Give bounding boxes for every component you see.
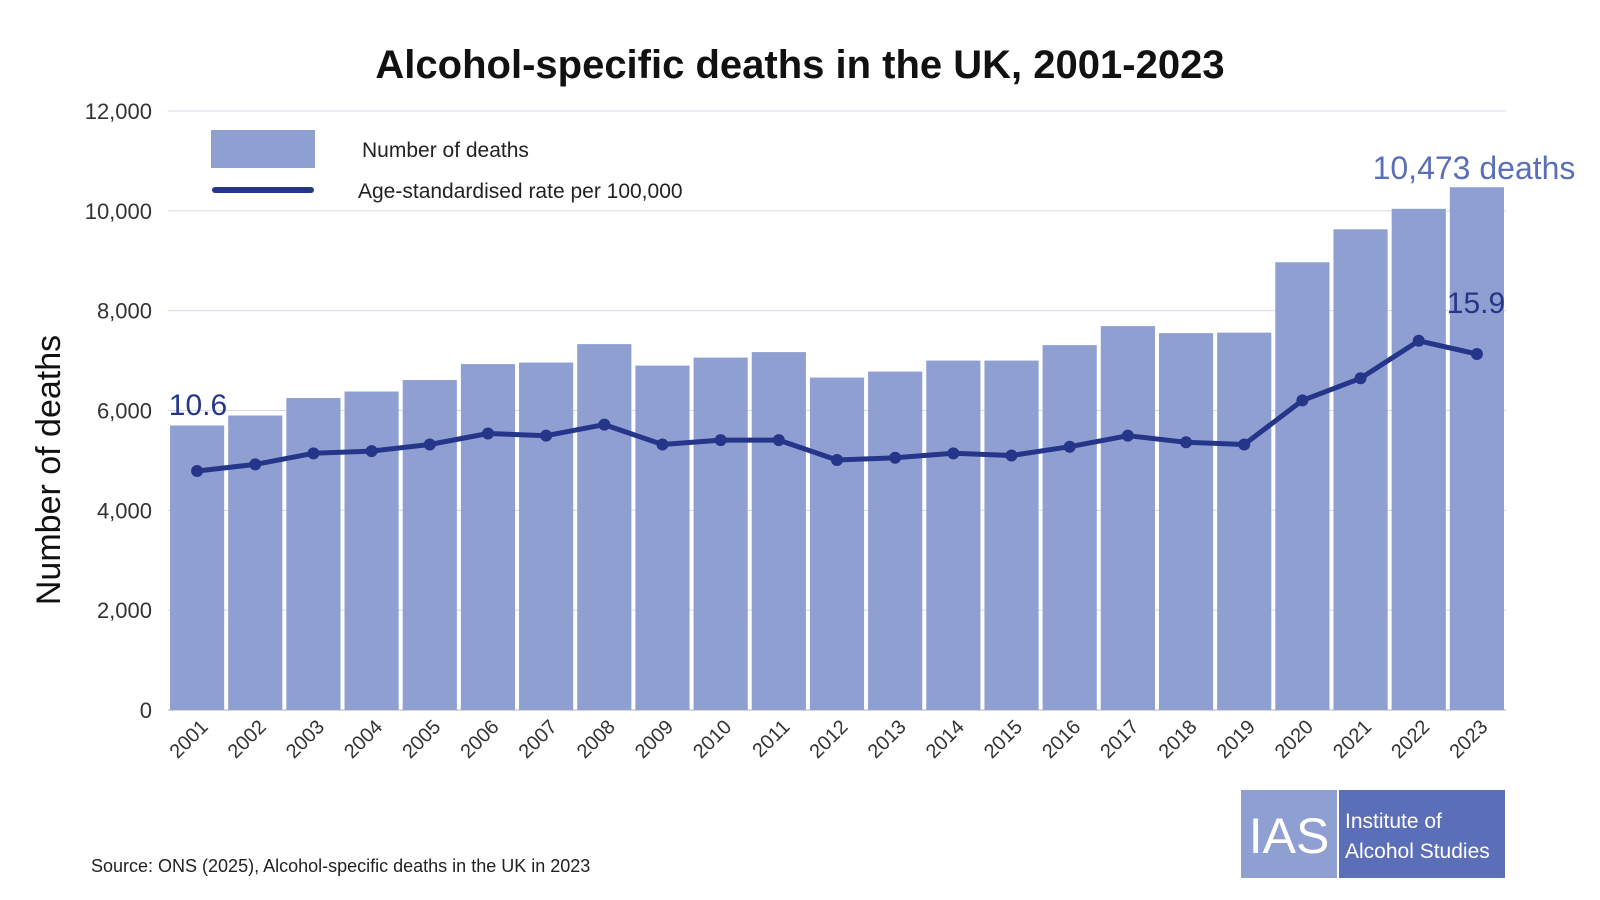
x-tick-label: 2002 <box>224 716 271 763</box>
x-tick-label: 2001 <box>166 716 213 763</box>
x-tick-label: 2019 <box>1213 716 1260 763</box>
rate-point-2016 <box>1063 440 1076 453</box>
ias-logo: IAS Institute of Alcohol Studies <box>1241 790 1505 878</box>
rate-point-2013 <box>889 451 902 464</box>
logo-abbr: IAS <box>1249 808 1330 864</box>
annotation-first-rate: 10.6 <box>169 389 227 422</box>
source-note: Source: ONS (2025), Alcohol-specific dea… <box>91 856 590 876</box>
x-tick-label: 2008 <box>573 716 620 763</box>
annotation-last-deaths: 10,473 deaths <box>1373 150 1576 186</box>
rate-point-2007 <box>540 429 553 442</box>
bar-2005 <box>402 380 457 710</box>
annotation-last-rate: 15.9 <box>1447 287 1505 320</box>
rate-point-2019 <box>1238 438 1251 451</box>
bar-2017 <box>1100 326 1155 710</box>
x-tick-label: 2004 <box>340 716 387 763</box>
rate-point-2014 <box>947 447 960 460</box>
y-tick-label: 12,000 <box>85 99 152 124</box>
x-tick-label: 2013 <box>864 716 911 763</box>
rate-point-2022 <box>1412 334 1425 347</box>
bar-2003 <box>286 398 341 710</box>
x-tick-label: 2014 <box>922 716 969 763</box>
x-tick-label: 2022 <box>1387 716 1434 763</box>
bar-2008 <box>577 344 632 710</box>
x-tick-label: 2011 <box>748 716 794 762</box>
rate-point-2012 <box>831 453 843 466</box>
rate-point-2009 <box>656 438 669 451</box>
rate-point-2002 <box>249 458 262 471</box>
bar-2022 <box>1391 208 1446 710</box>
legend-label-rate: Age-standardised rate per 100,000 <box>358 180 683 203</box>
x-tick-label: 2018 <box>1155 716 1202 763</box>
y-tick-label: 6,000 <box>97 399 152 424</box>
rate-point-2015 <box>1005 449 1018 462</box>
y-axis-ticks: 0 2,000 4,000 6,000 8,000 10,000 12,000 <box>85 99 152 723</box>
logo-line1: Institute of <box>1345 810 1442 833</box>
bar-2013 <box>868 371 923 710</box>
y-tick-label: 10,000 <box>85 199 152 224</box>
y-tick-label: 4,000 <box>97 498 152 523</box>
logo-left-block <box>1241 790 1337 878</box>
legend: Number of deaths Age-standardised rate p… <box>211 130 683 203</box>
rate-point-2021 <box>1354 372 1367 385</box>
bar-2009 <box>635 365 690 710</box>
bar-2023 <box>1449 187 1504 710</box>
bar-2011 <box>751 352 806 710</box>
rate-point-2003 <box>307 447 320 460</box>
legend-swatch-deaths <box>211 130 315 168</box>
y-tick-label: 0 <box>140 698 152 723</box>
bar-2012 <box>809 377 865 710</box>
bar-2004 <box>344 391 399 710</box>
bar-2010 <box>693 357 748 710</box>
rate-line <box>191 334 1483 477</box>
rate-point-2004 <box>365 445 378 458</box>
x-tick-label: 2012 <box>806 716 853 763</box>
bar-2016 <box>1042 345 1097 710</box>
x-tick-label: 2020 <box>1271 716 1318 763</box>
y-axis-label: Number of deaths <box>30 335 68 605</box>
rate-point-2018 <box>1180 436 1193 449</box>
bar-2019 <box>1217 332 1272 710</box>
rate-point-2005 <box>423 438 436 451</box>
rate-point-2023 <box>1470 348 1483 360</box>
x-tick-label: 2015 <box>980 716 1027 763</box>
bar-2014 <box>926 360 981 710</box>
logo-right-block <box>1339 790 1505 878</box>
x-tick-label: 2021 <box>1329 716 1376 763</box>
rate-point-2001 <box>191 465 204 477</box>
legend-label-deaths: Number of deaths <box>362 139 529 162</box>
x-tick-label: 2006 <box>456 716 503 763</box>
x-tick-label: 2023 <box>1445 716 1492 763</box>
bar-2020 <box>1275 262 1330 710</box>
x-tick-label: 2016 <box>1038 716 1085 763</box>
x-tick-label: 2005 <box>398 716 445 763</box>
rate-point-2010 <box>714 434 727 447</box>
bar-2006 <box>460 364 516 710</box>
x-axis-ticks: 2001 2002 2003 2004 2005 2006 2007 2008 2009 2010… <box>166 716 1493 763</box>
bar-2007 <box>519 362 574 710</box>
y-tick-label: 8,000 <box>97 299 152 324</box>
rate-point-2008 <box>598 418 611 431</box>
rate-point-2020 <box>1296 394 1309 407</box>
bar-2021 <box>1333 229 1388 711</box>
rate-point-2017 <box>1121 429 1134 442</box>
logo-line2: Alcohol Studies <box>1345 840 1490 863</box>
bar-2015 <box>984 360 1039 710</box>
y-tick-label: 2,000 <box>97 598 152 623</box>
rate-point-2006 <box>481 427 494 440</box>
x-tick-label: 2009 <box>631 716 678 763</box>
bar-2018 <box>1158 333 1214 710</box>
x-tick-label: 2003 <box>282 716 329 763</box>
rate-point-2011 <box>772 434 785 447</box>
x-tick-label: 2010 <box>689 716 736 763</box>
x-tick-label: 2017 <box>1096 716 1143 763</box>
x-tick-label: 2007 <box>515 716 562 763</box>
chart-title: Alcohol-specific deaths in the UK, 2001-… <box>375 43 1224 87</box>
